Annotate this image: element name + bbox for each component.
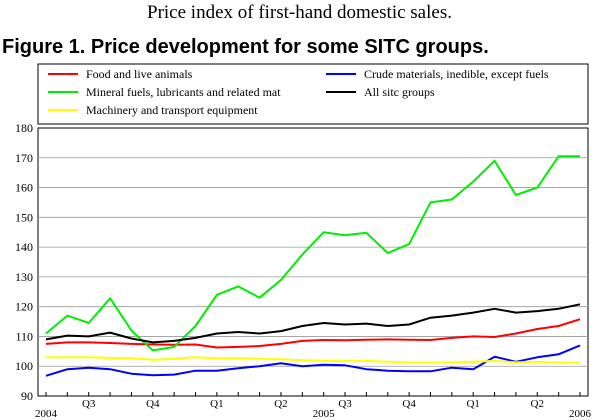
x-tick-label: 2004 xyxy=(35,408,58,420)
plot-area xyxy=(37,127,589,397)
y-tick-label: 140 xyxy=(15,240,33,254)
x-tick-label: Q2 xyxy=(274,398,287,410)
figure-title: Figure 1. Price development for some SIT… xyxy=(2,36,489,58)
y-tick-label: 110 xyxy=(15,329,33,343)
y-tick-label: 90 xyxy=(21,389,33,403)
legend-label: All sitc groups xyxy=(364,85,435,99)
y-tick-label: 180 xyxy=(15,121,33,135)
series-lines xyxy=(45,155,581,377)
x-tick-label: Q4 xyxy=(146,398,160,410)
legend-label: Machinery and transport equipment xyxy=(86,103,258,117)
y-tick-label: 130 xyxy=(15,270,33,284)
series-line-3 xyxy=(45,303,581,344)
y-axis: 90 100 110 120 130 140 150 160 170 180 xyxy=(15,121,33,403)
y-tick-label: 120 xyxy=(15,300,33,314)
x-tick-label: Q3 xyxy=(338,398,352,410)
page-subtitle: Price index of first-hand domestic sales… xyxy=(147,2,452,23)
x-tick-label: 2006 xyxy=(569,408,592,420)
y-tick-label: 100 xyxy=(15,359,33,373)
x-tick-label: Q2 xyxy=(531,398,544,410)
x-tick-label: Q4 xyxy=(402,398,416,410)
legend-label: Crude materials, inedible, except fuels xyxy=(364,67,549,81)
x-tick-label: Q3 xyxy=(82,398,96,410)
series-line-4 xyxy=(46,356,580,364)
x-tick-label: Q1 xyxy=(466,398,479,410)
y-tick-label: 170 xyxy=(15,151,33,165)
legend-label: Food and live animals xyxy=(86,67,193,81)
legend-box xyxy=(37,63,589,125)
x-tick-label: 2005 xyxy=(313,408,336,420)
legend-label: Mineral fuels, lubricants and related ma… xyxy=(86,85,281,99)
series-line-1 xyxy=(45,344,581,377)
x-tick-label: Q1 xyxy=(210,398,223,410)
series-line-0 xyxy=(45,318,581,349)
legend: Food and live animals Mineral fuels, lubr… xyxy=(37,63,589,125)
y-tick-label: 160 xyxy=(15,181,33,195)
series-line-2 xyxy=(45,155,580,352)
y-tick-label: 150 xyxy=(15,210,33,224)
